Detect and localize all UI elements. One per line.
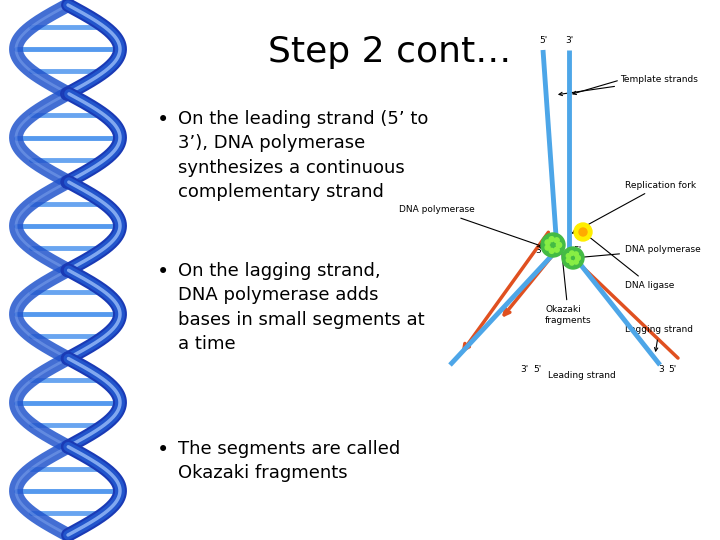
- Circle shape: [557, 242, 562, 247]
- Circle shape: [554, 247, 559, 252]
- Circle shape: [562, 247, 584, 269]
- Text: 5': 5': [668, 365, 676, 374]
- Circle shape: [567, 254, 571, 258]
- Text: DNA polymerase: DNA polymerase: [400, 206, 543, 247]
- Circle shape: [545, 240, 550, 245]
- Text: Leading strand: Leading strand: [548, 371, 616, 380]
- Circle shape: [570, 251, 574, 255]
- Text: The segments are called
Okazaki fragments: The segments are called Okazaki fragment…: [178, 440, 400, 482]
- Text: Template strands: Template strands: [559, 76, 698, 96]
- Circle shape: [574, 260, 578, 264]
- Text: 3: 3: [535, 246, 541, 255]
- Text: On the lagging strand,
DNA polymerase adds
bases in small segments at
a time: On the lagging strand, DNA polymerase ad…: [178, 262, 425, 353]
- Text: DNA ligase: DNA ligase: [586, 234, 675, 289]
- Circle shape: [549, 237, 554, 242]
- Circle shape: [574, 252, 578, 256]
- Text: 5': 5': [539, 36, 547, 45]
- Text: 3': 3': [565, 36, 573, 45]
- Circle shape: [554, 238, 559, 243]
- Text: Okazaki
fragments: Okazaki fragments: [545, 239, 592, 325]
- Text: Lagging strand: Lagging strand: [625, 326, 693, 351]
- Text: 3': 3': [520, 365, 528, 374]
- Circle shape: [545, 245, 550, 250]
- Circle shape: [576, 256, 580, 260]
- Circle shape: [574, 223, 592, 241]
- Text: 5': 5': [533, 365, 541, 374]
- Text: 3: 3: [658, 365, 664, 374]
- Text: DNA polymerase: DNA polymerase: [577, 246, 701, 259]
- Circle shape: [576, 256, 580, 260]
- Text: On the leading strand (5’ to
3’), DNA polymerase
synthesizes a continuous
comple: On the leading strand (5’ to 3’), DNA po…: [178, 110, 428, 201]
- Text: 5': 5': [573, 246, 581, 255]
- Circle shape: [541, 233, 565, 257]
- Circle shape: [557, 242, 562, 247]
- Text: •: •: [157, 440, 169, 460]
- Text: •: •: [157, 262, 169, 282]
- Text: Step 2 cont…: Step 2 cont…: [269, 35, 512, 69]
- Circle shape: [567, 258, 571, 262]
- Circle shape: [549, 248, 554, 253]
- Circle shape: [579, 228, 587, 236]
- Text: Replication fork: Replication fork: [572, 180, 696, 233]
- Text: •: •: [157, 110, 169, 130]
- Circle shape: [570, 261, 574, 265]
